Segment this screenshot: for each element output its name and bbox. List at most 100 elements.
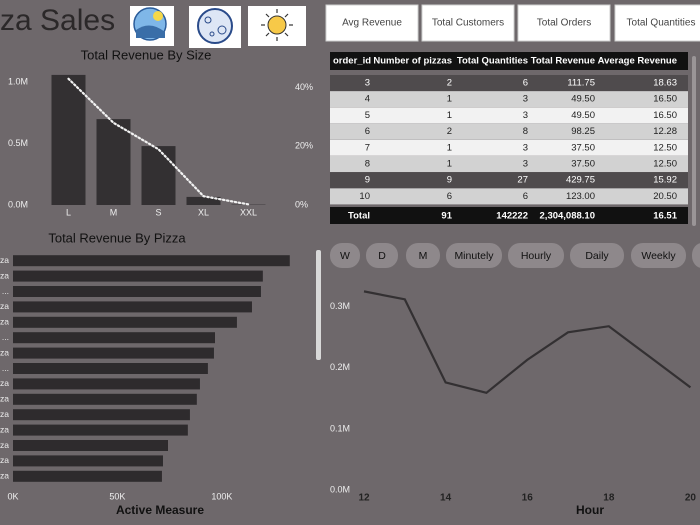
table-total-cell: Total [348,211,370,222]
bar [13,409,190,421]
period-button[interactable] [570,243,624,268]
icon-moon [189,6,241,48]
bar [13,440,168,451]
bar [13,378,200,390]
icon-sun [248,6,306,46]
period-button[interactable] [508,243,564,268]
y-tick-label: ... [2,332,9,342]
y-tick-label: za [0,394,9,404]
bar [13,363,208,374]
y-tick-label: 0.1M [330,423,350,433]
table-cell: 18.63 [653,78,677,89]
metric-button[interactable] [421,4,515,42]
table-cell: 4 [365,94,370,105]
x-axis-label: Active Measure [116,503,204,517]
bar [13,470,162,482]
table-cell: 429.75 [566,175,595,186]
x-tick-label: 50K [109,491,125,501]
metric-button-label: Total Orders [537,18,591,29]
table-cell: 49.50 [571,110,595,121]
x-tick-label: 14 [440,493,452,504]
table-total-cell: 16.51 [653,211,677,222]
dashboard-title: za Sales [0,4,115,37]
table-cell: 123.00 [566,191,595,202]
period-button[interactable] [406,243,440,268]
y-tick-label: 0.3M [330,301,350,311]
y-tick-label: za [0,409,9,419]
y2-tick-label: 40% [295,82,313,92]
table-header: Total Revenue [531,56,595,67]
metric-button-label: Total Quantities [627,18,696,29]
bar [51,74,86,205]
table-cell: 6 [447,191,452,202]
period-button-label: Weekly [641,250,676,262]
table-cell: 2 [447,78,452,89]
period-button-label: Minutely [454,250,494,262]
bar [13,255,290,267]
bar [13,316,237,328]
period-button[interactable] [330,243,360,268]
scrollbar[interactable] [316,250,321,360]
x-tick-label: 18 [603,493,615,504]
period-button[interactable] [692,243,700,268]
x-tick-label: M [110,207,118,217]
bar [13,347,214,359]
metric-button[interactable] [325,4,419,42]
y-tick-label: ... [2,363,9,373]
table-total-cell: 91 [441,211,452,222]
bar [13,393,197,405]
y-tick-label: za [0,301,9,311]
y-tick-label: 0.0M [8,199,28,209]
table-header: Number of pizzas [373,56,452,67]
table-header-bg [330,52,688,70]
period-button-label: Daily [585,250,609,262]
table-header: order_id [333,56,371,67]
y-tick-label: za [0,317,9,327]
x-tick-label: XXL [240,207,257,217]
x-tick-label: XL [198,207,209,217]
metric-button[interactable] [614,4,700,42]
bar [186,196,221,205]
table-cell: 111.75 [567,78,595,89]
table-cell: 98.25 [571,126,595,137]
period-button[interactable] [366,243,398,268]
bar [13,455,163,467]
table-cell: 3 [523,110,528,121]
y-tick-label: 0.2M [330,362,350,372]
table-cell: 12.50 [653,142,677,153]
y2-tick-label: 0% [295,199,308,209]
table-cell: 27 [517,175,528,186]
table-cell: 15.92 [653,175,677,186]
x-axis-label: Hour [576,503,604,517]
table-cell: 10 [359,191,370,202]
table-cell: 1 [447,159,452,170]
table-total-cell: 142222 [496,211,528,222]
table-row-bg [330,123,688,140]
x-tick-label: 12 [358,493,370,504]
table-total-cell: 2,304,088.10 [540,211,595,222]
table-row-bg [330,172,688,189]
y-tick-label: za [0,347,9,357]
line-series [67,77,250,206]
y-tick-label: za [0,255,9,265]
table-row-bg [330,156,688,172]
table-header: Total Quantities [457,56,528,67]
y-tick-label: za [0,440,9,450]
table-scrollbar[interactable] [692,56,696,226]
table-cell: 6 [365,126,370,137]
metric-button[interactable] [517,4,611,42]
table-row-bg [330,91,688,108]
period-button[interactable] [631,243,686,268]
icon-sun-landscape [130,6,174,46]
x-tick-label: 100K [211,491,232,501]
period-button[interactable] [446,243,502,268]
table-cell: 2 [447,126,452,137]
table-cell: 9 [447,175,452,186]
table-cell: 5 [365,110,370,121]
table-row-bg [330,107,688,124]
table-cell: 8 [365,159,370,170]
bar [141,146,176,205]
x-tick-label: 20 [685,493,697,504]
table-cell: 49.50 [571,94,595,105]
